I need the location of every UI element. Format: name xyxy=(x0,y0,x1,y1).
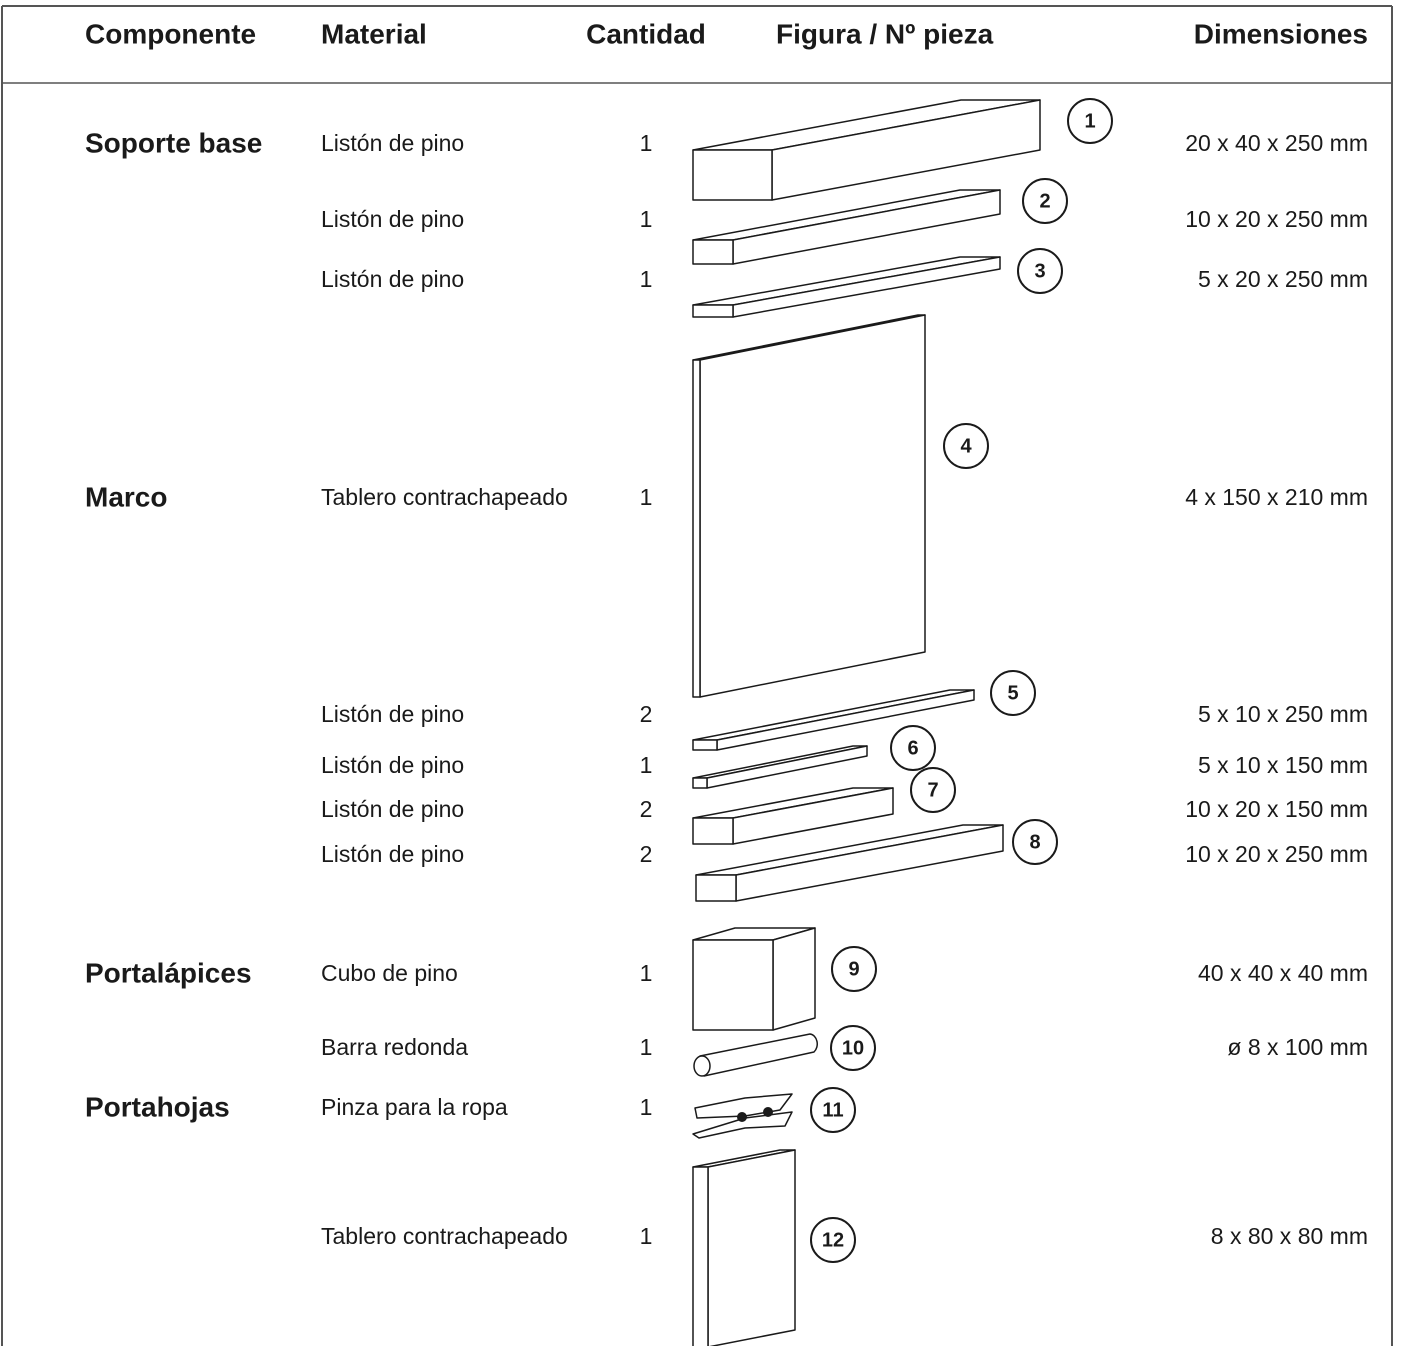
figure-face xyxy=(693,740,717,750)
figure-face xyxy=(693,360,700,697)
figure-face xyxy=(693,778,707,788)
column-header: Componente xyxy=(85,18,256,49)
material: Listón de pino xyxy=(321,841,464,867)
dimensions: 8 x 80 x 80 mm xyxy=(1211,1223,1368,1249)
component: Portahojas xyxy=(85,1091,230,1122)
quantity: 1 xyxy=(640,206,653,232)
figure-face xyxy=(763,1107,773,1117)
material: Cubo de pino xyxy=(321,960,458,986)
piece-number: 11 xyxy=(822,1099,843,1121)
piece-number: 2 xyxy=(1039,190,1050,212)
figure-face xyxy=(693,1167,708,1346)
figure-face xyxy=(693,818,733,844)
piece-number: 7 xyxy=(927,779,938,801)
quantity: 2 xyxy=(640,701,653,727)
material: Listón de pino xyxy=(321,206,464,232)
material: Listón de pino xyxy=(321,130,464,156)
component: Portalápices xyxy=(85,957,252,988)
dimensions: 10 x 20 x 250 mm xyxy=(1185,841,1368,867)
figure-face xyxy=(733,257,1000,317)
material: Pinza para la ropa xyxy=(321,1094,508,1120)
figure-face xyxy=(707,746,867,788)
quantity: 1 xyxy=(640,752,653,778)
piece-number: 3 xyxy=(1034,260,1045,282)
parts-list: Componente Material Cantidad Figura / Nº… xyxy=(0,0,1402,1346)
quantity: 1 xyxy=(640,484,653,510)
material: Barra redonda xyxy=(321,1034,468,1060)
piece-number: 1 xyxy=(1084,110,1095,132)
column-header: Dimensiones xyxy=(1194,18,1368,49)
figure-face xyxy=(693,940,773,1030)
dimensions: 10 x 20 x 250 mm xyxy=(1185,206,1368,232)
piece-number: 5 xyxy=(1007,682,1018,704)
dimensions: ø 8 x 100 mm xyxy=(1227,1034,1368,1060)
quantity: 1 xyxy=(640,130,653,156)
column-header: Material xyxy=(321,18,427,49)
component: Soporte base xyxy=(85,127,262,158)
material: Listón de pino xyxy=(321,796,464,822)
figure-face xyxy=(700,1034,817,1076)
piece-number: 8 xyxy=(1029,831,1040,853)
piece-number: 4 xyxy=(960,435,972,457)
dimensions: 5 x 20 x 250 mm xyxy=(1198,266,1368,292)
figure-face xyxy=(717,690,974,750)
material: Listón de pino xyxy=(321,266,464,292)
quantity: 1 xyxy=(640,1094,653,1120)
quantity: 2 xyxy=(640,796,653,822)
dimensions: 20 x 40 x 250 mm xyxy=(1185,130,1368,156)
dimensions: 40 x 40 x 40 mm xyxy=(1198,960,1368,986)
piece-number: 10 xyxy=(842,1037,864,1059)
figure-face xyxy=(693,150,772,200)
dimensions: 4 x 150 x 210 mm xyxy=(1185,484,1368,510)
quantity: 1 xyxy=(640,266,653,292)
material: Listón de pino xyxy=(321,701,464,727)
piece-number: 6 xyxy=(907,737,918,759)
dimensions: 5 x 10 x 150 mm xyxy=(1198,752,1368,778)
figure-face xyxy=(708,1150,795,1346)
piece-number: 9 xyxy=(848,958,859,980)
material: Tablero contrachapeado xyxy=(321,484,568,510)
figure-face xyxy=(693,257,1000,305)
column-header: Cantidad xyxy=(586,18,706,49)
figure-face xyxy=(773,928,815,1030)
dimensions: 10 x 20 x 150 mm xyxy=(1185,796,1368,822)
figure-face xyxy=(696,875,736,901)
figure-face xyxy=(700,315,925,697)
quantity: 1 xyxy=(640,1034,653,1060)
dimensions: 5 x 10 x 250 mm xyxy=(1198,701,1368,727)
component: Marco xyxy=(85,481,167,512)
column-header: Figura / Nº pieza xyxy=(776,18,994,49)
figure-face xyxy=(737,1112,747,1122)
quantity: 2 xyxy=(640,841,653,867)
figure-face xyxy=(693,240,733,264)
quantity: 1 xyxy=(640,960,653,986)
piece-number: 12 xyxy=(822,1229,844,1251)
figure-face xyxy=(694,1056,710,1076)
quantity: 1 xyxy=(640,1223,653,1249)
material: Tablero contrachapeado xyxy=(321,1223,568,1249)
material: Listón de pino xyxy=(321,752,464,778)
figure-face xyxy=(693,305,733,317)
